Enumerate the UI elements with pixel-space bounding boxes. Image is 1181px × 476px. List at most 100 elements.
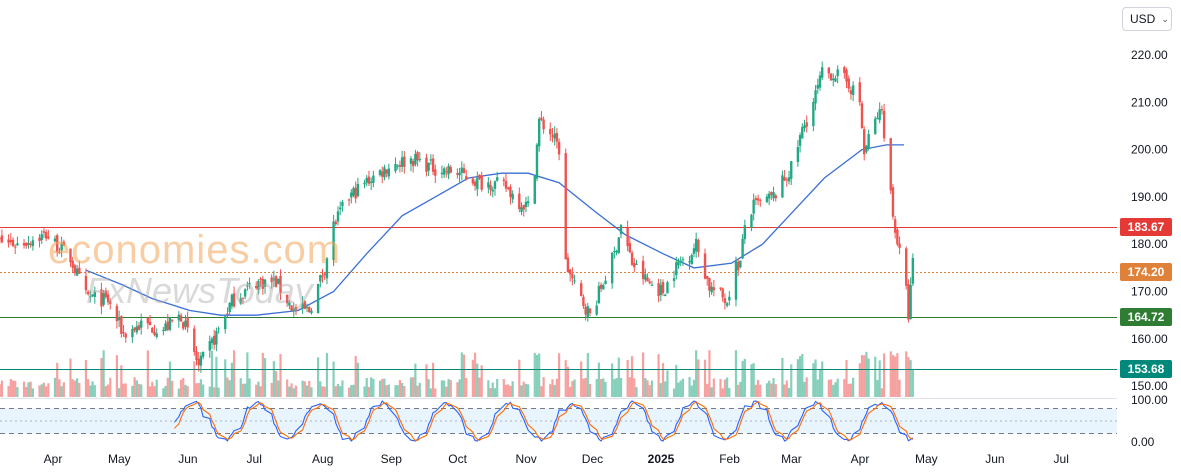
candle-body: [801, 127, 804, 139]
candle: [442, 166, 446, 179]
candle-body: [224, 316, 227, 330]
candle-body: [511, 193, 514, 200]
volume-bar: [414, 363, 417, 397]
candle: [449, 164, 452, 174]
candle-body: [783, 177, 786, 181]
currency-select[interactable]: USD ⌄: [1122, 7, 1172, 31]
candle: [365, 175, 368, 187]
candle: [774, 193, 777, 202]
volume-bar: [7, 385, 10, 397]
candle: [526, 196, 530, 207]
candle: [880, 105, 884, 115]
volume-bar: [25, 387, 28, 397]
volume-bar: [460, 352, 463, 397]
volume-bar: [569, 386, 572, 397]
volume-bar: [584, 377, 587, 397]
volume-bar: [76, 378, 79, 397]
candle: [279, 269, 282, 301]
volume-bar: [659, 383, 662, 397]
candle-body: [535, 144, 539, 179]
candle-body: [703, 253, 707, 279]
candle: [790, 160, 793, 185]
volume-bar: [863, 355, 866, 397]
candle-body: [58, 252, 61, 254]
candle-body: [354, 187, 357, 199]
volume-bar: [657, 354, 660, 397]
candle-body: [553, 133, 556, 139]
candle-body: [277, 278, 280, 284]
volume-bar: [750, 364, 753, 397]
volume-bar: [118, 388, 121, 397]
candle: [721, 287, 724, 302]
candle-body: [427, 162, 430, 171]
candle: [765, 193, 769, 204]
candle: [385, 169, 388, 178]
candle: [728, 291, 731, 306]
volume-bar: [146, 350, 149, 397]
volume-bar: [661, 363, 665, 397]
candle-body: [641, 260, 645, 280]
candle-body: [62, 241, 66, 246]
volume-bar: [524, 383, 528, 397]
candle: [896, 228, 899, 247]
candle-body: [319, 274, 322, 282]
volume-bar: [62, 382, 65, 397]
volume-bar: [511, 381, 514, 397]
volume-bar: [611, 363, 614, 397]
candle-body: [568, 269, 572, 275]
candle: [31, 236, 35, 251]
candle: [767, 190, 771, 206]
volume-bar: [615, 378, 618, 397]
candle-body: [880, 109, 884, 111]
volume-bar: [633, 378, 636, 397]
candle: [542, 116, 545, 134]
candle: [193, 325, 196, 356]
candle-body: [617, 237, 620, 253]
candle: [201, 351, 205, 360]
candle-body: [507, 187, 510, 190]
volume-bar: [195, 383, 198, 397]
candle-body: [445, 171, 448, 173]
candle: [166, 314, 169, 332]
candle-body: [491, 189, 494, 192]
volume-bar: [186, 386, 189, 397]
volume-bar: [443, 380, 446, 397]
candle: [694, 232, 698, 258]
candle: [679, 256, 682, 267]
candle: [553, 126, 556, 146]
candle: [109, 298, 112, 310]
volume-bar: [827, 379, 830, 397]
volume-bar: [449, 380, 452, 397]
candle: [170, 319, 174, 323]
volume-bar: [566, 366, 570, 397]
candle-body: [679, 260, 682, 262]
volume-bar: [401, 382, 404, 397]
candle-body: [898, 243, 901, 248]
candle: [582, 294, 585, 309]
volume-bar: [319, 381, 322, 397]
candle-body: [805, 122, 808, 127]
candle: [641, 255, 645, 285]
candle-body: [759, 199, 762, 201]
candle-body: [741, 238, 744, 259]
candle-body: [874, 118, 877, 134]
candle: [290, 305, 293, 312]
candle-body: [93, 291, 96, 297]
candle-body: [341, 201, 344, 207]
candle: [588, 307, 592, 317]
candle-body: [325, 258, 329, 279]
candle: [332, 214, 335, 267]
candle-body: [263, 279, 267, 287]
volume-bar: [549, 384, 552, 397]
candle: [876, 112, 879, 120]
volume-bar: [571, 381, 574, 397]
candle: [476, 171, 479, 197]
candle-body: [195, 351, 198, 361]
candle-body: [533, 176, 536, 204]
candle: [321, 268, 324, 283]
candle-body: [736, 261, 740, 271]
volume-bar: [723, 379, 727, 397]
candle-body: [610, 252, 614, 284]
candle: [243, 288, 247, 300]
